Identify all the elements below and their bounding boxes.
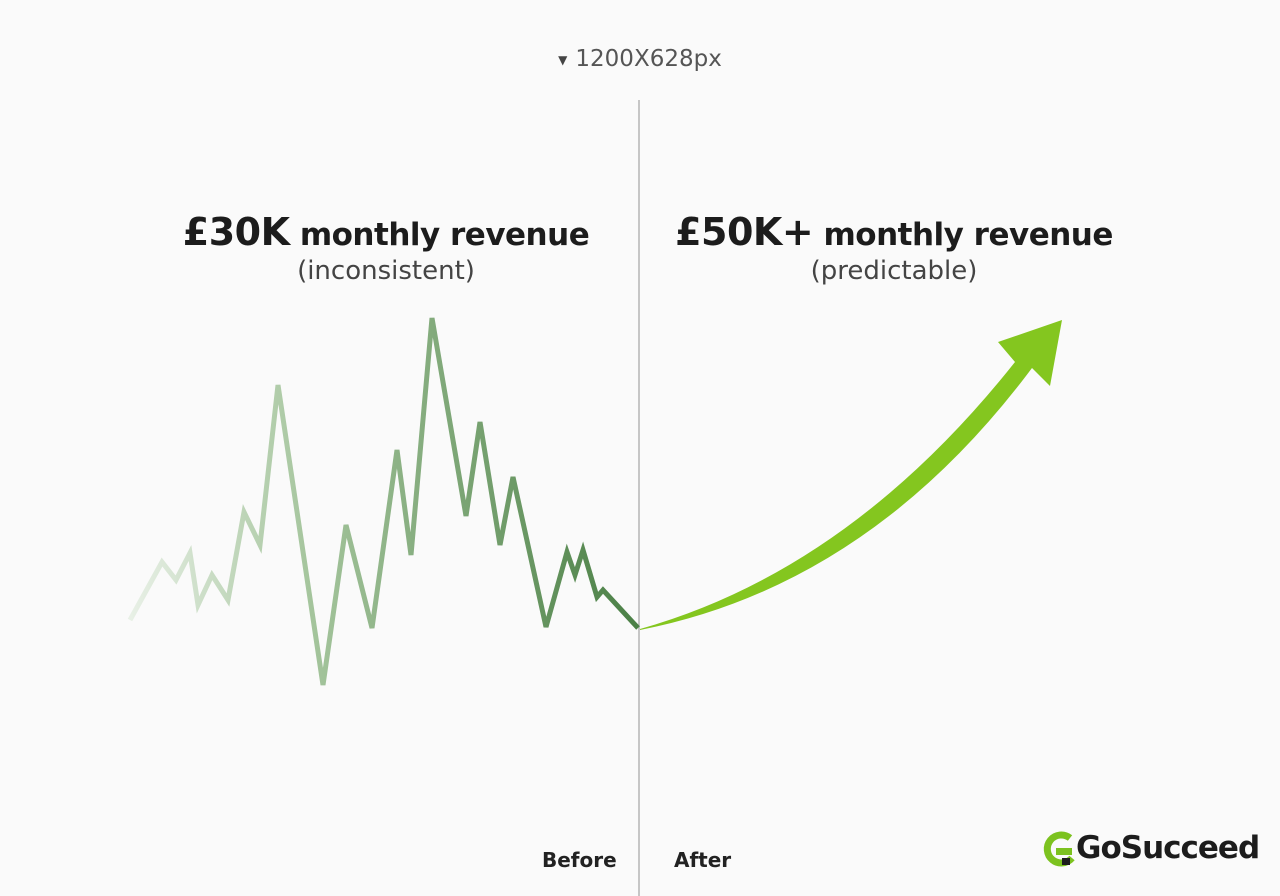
before-heading: £30K monthly revenue (inconsistent) [106, 210, 666, 286]
amount: £30K [182, 210, 290, 254]
note: (inconsistent) [297, 256, 475, 286]
logo-icon [1043, 831, 1075, 867]
label: monthly revenue [299, 217, 590, 253]
size-text: 1200X628px [575, 46, 722, 72]
volatile-line [127, 317, 640, 686]
before-tag: Before [542, 848, 617, 872]
after-tag: After [674, 848, 732, 872]
brand-name: GoSucceed [1076, 830, 1260, 866]
after-heading: £50K+ monthly revenue (predictable) [614, 210, 1174, 286]
label: monthly revenue [823, 217, 1114, 253]
amount: £50K+ [675, 210, 814, 254]
size-label: ▼ 1200X628px [558, 46, 722, 72]
growth-arrow [640, 320, 1062, 630]
note: (predictable) [810, 256, 978, 286]
